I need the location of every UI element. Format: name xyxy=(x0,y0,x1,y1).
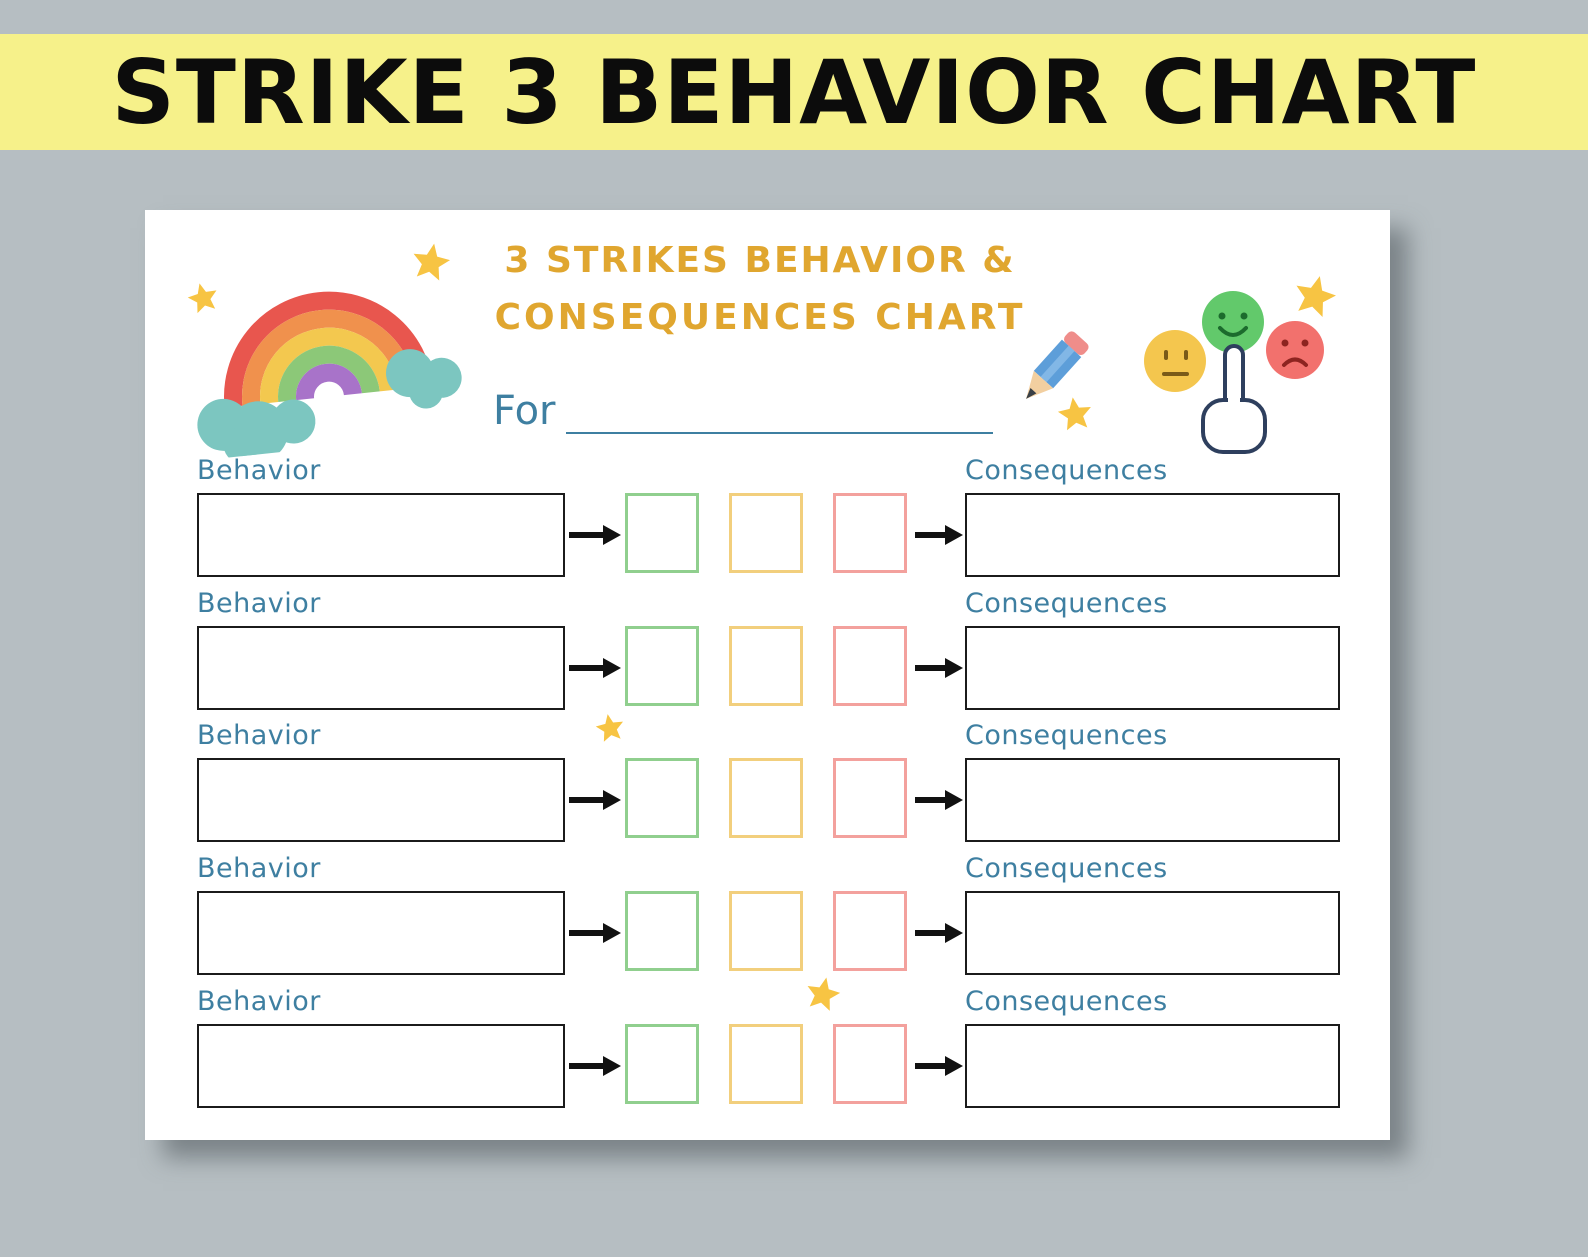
behavior-input-box[interactable] xyxy=(197,1024,565,1108)
for-field: For xyxy=(493,386,993,434)
consequences-label: Consequences xyxy=(965,986,1168,1017)
pencil-icon xyxy=(1007,324,1098,419)
page-title: 3 STRIKES BEHAVIOR & CONSEQUENCES CHART xyxy=(475,240,1045,338)
consequences-input-box[interactable] xyxy=(965,758,1340,842)
chart-row: Behavior Consequences xyxy=(145,455,1390,585)
behavior-input-box[interactable] xyxy=(197,891,565,975)
arrow-right-icon xyxy=(569,790,621,810)
strike-box-3[interactable] xyxy=(833,493,907,573)
behavior-label: Behavior xyxy=(197,455,321,486)
happy-face-icon xyxy=(1202,291,1264,353)
sad-face-icon xyxy=(1266,321,1324,379)
arrow-right-icon xyxy=(915,658,963,678)
page-title-line2: CONSEQUENCES CHART xyxy=(494,297,1026,338)
page-title-line1: 3 STRIKES BEHAVIOR & xyxy=(504,240,1016,281)
rainbow-icon xyxy=(197,291,462,463)
strike-box-1[interactable] xyxy=(625,626,699,706)
star-icon xyxy=(408,239,454,284)
for-fill-line[interactable] xyxy=(565,386,993,434)
strike-box-2[interactable] xyxy=(729,891,803,971)
banner: STRIKE 3 BEHAVIOR CHART xyxy=(0,34,1588,150)
neutral-face-icon xyxy=(1144,330,1206,392)
strike-box-2[interactable] xyxy=(729,758,803,838)
strike-box-1[interactable] xyxy=(625,493,699,573)
strike-box-3[interactable] xyxy=(833,758,907,838)
emotion-faces-icon xyxy=(1144,291,1324,454)
chart-row: Behavior Consequences xyxy=(145,588,1390,718)
behavior-label: Behavior xyxy=(197,853,321,884)
consequences-label: Consequences xyxy=(965,455,1168,486)
star-icon xyxy=(802,973,844,1015)
strike-box-3[interactable] xyxy=(833,626,907,706)
behavior-input-box[interactable] xyxy=(197,493,565,577)
banner-title: STRIKE 3 BEHAVIOR CHART xyxy=(111,40,1477,144)
arrow-right-icon xyxy=(569,923,621,943)
hand-pointer-icon xyxy=(1201,344,1267,454)
arrow-right-icon xyxy=(569,525,621,545)
chart-row: Behavior Consequences xyxy=(145,986,1390,1116)
consequences-input-box[interactable] xyxy=(965,891,1340,975)
for-label: For xyxy=(493,388,556,434)
consequences-input-box[interactable] xyxy=(965,493,1340,577)
worksheet-page: 3 STRIKES BEHAVIOR & CONSEQUENCES CHART … xyxy=(145,210,1390,1140)
strike-box-2[interactable] xyxy=(729,493,803,573)
consequences-input-box[interactable] xyxy=(965,626,1340,710)
strike-box-1[interactable] xyxy=(625,1024,699,1104)
arrow-right-icon xyxy=(915,923,963,943)
behavior-label: Behavior xyxy=(197,588,321,619)
arrow-right-icon xyxy=(915,790,963,810)
star-icon xyxy=(593,711,628,745)
behavior-input-box[interactable] xyxy=(197,758,565,842)
behavior-input-box[interactable] xyxy=(197,626,565,710)
consequences-input-box[interactable] xyxy=(965,1024,1340,1108)
star-icon xyxy=(184,279,223,317)
strike-box-3[interactable] xyxy=(833,1024,907,1104)
star-icon xyxy=(1288,269,1341,321)
behavior-label: Behavior xyxy=(197,720,321,751)
consequences-label: Consequences xyxy=(965,853,1168,884)
chart-row: Behavior Consequences xyxy=(145,720,1390,850)
arrow-right-icon xyxy=(569,658,621,678)
strike-box-1[interactable] xyxy=(625,758,699,838)
arrow-right-icon xyxy=(915,525,963,545)
strike-box-1[interactable] xyxy=(625,891,699,971)
strike-box-3[interactable] xyxy=(833,891,907,971)
chart-row: Behavior Consequences xyxy=(145,853,1390,983)
behavior-label: Behavior xyxy=(197,986,321,1017)
arrow-right-icon xyxy=(569,1056,621,1076)
consequences-label: Consequences xyxy=(965,720,1168,751)
consequences-label: Consequences xyxy=(965,588,1168,619)
arrow-right-icon xyxy=(915,1056,963,1076)
star-icon xyxy=(1055,394,1096,434)
strike-box-2[interactable] xyxy=(729,626,803,706)
strike-box-2[interactable] xyxy=(729,1024,803,1104)
